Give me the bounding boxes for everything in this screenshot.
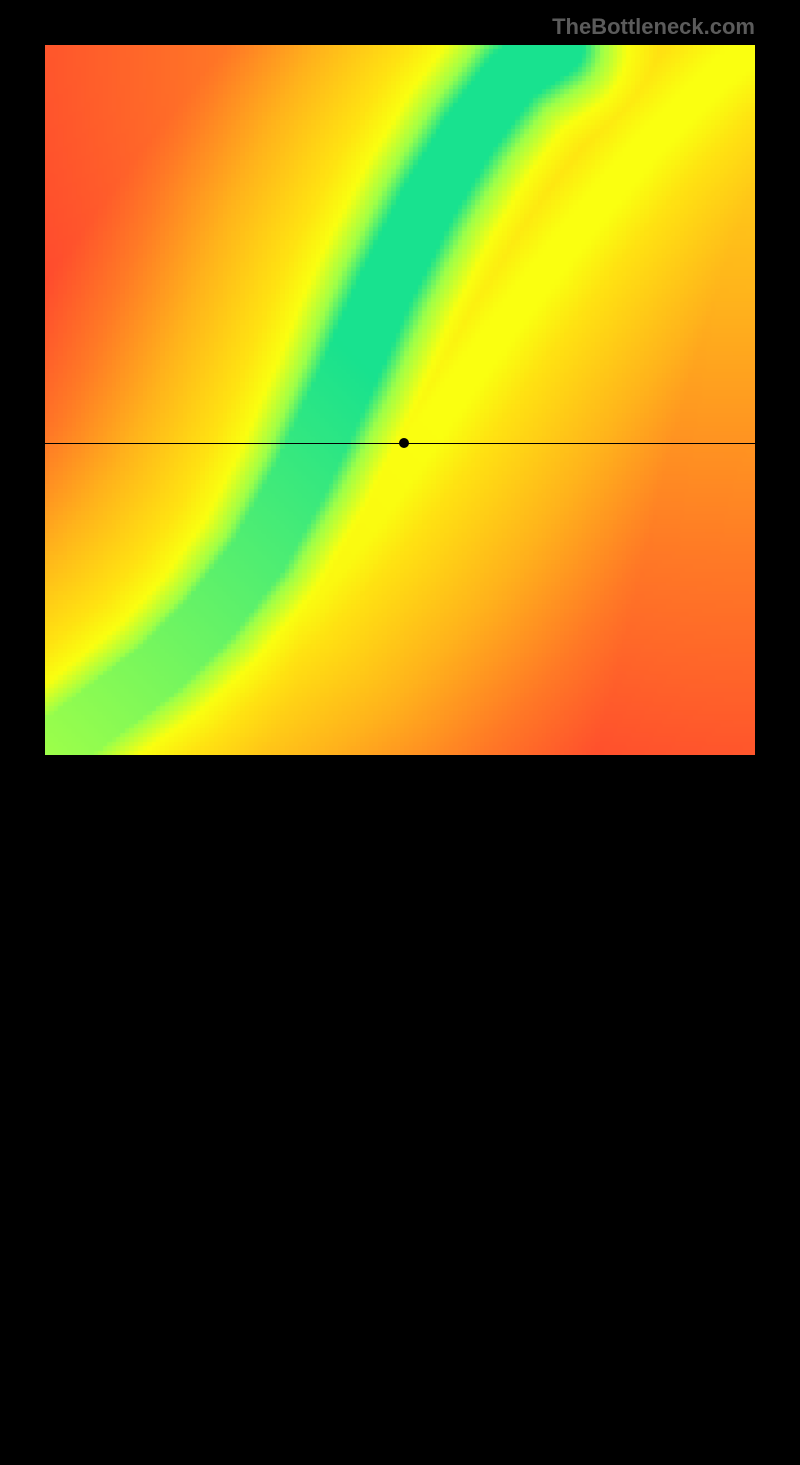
watermark-label: TheBottleneck.com <box>552 14 755 40</box>
bottleneck-heatmap <box>45 45 755 755</box>
data-point-marker <box>399 438 409 448</box>
crosshair-vertical <box>404 755 405 1465</box>
chart-container <box>45 45 755 755</box>
